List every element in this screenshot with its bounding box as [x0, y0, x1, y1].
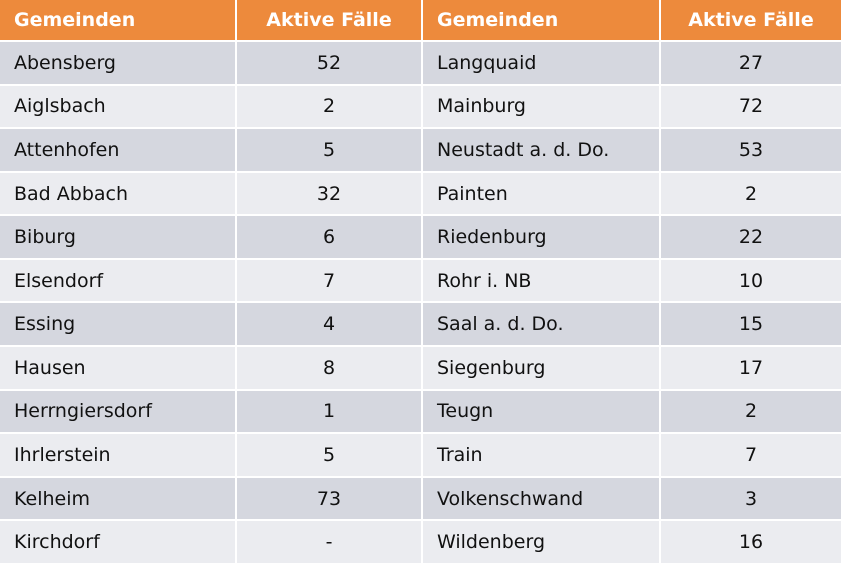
municipality: Neustadt a. d. Do. — [423, 129, 659, 171]
case-count: 7 — [237, 259, 421, 302]
case-count: 72 — [661, 85, 841, 128]
municipality: Aiglsbach — [0, 85, 235, 128]
municipality: Biburg — [0, 216, 235, 258]
municipality: Rohr i. NB — [423, 259, 659, 302]
municipality: Hausen — [0, 347, 235, 389]
header-cell: Gemeinden — [423, 0, 659, 40]
case-count: 7 — [661, 434, 841, 476]
case-count: 17 — [661, 347, 841, 389]
municipality: Saal a. d. Do. — [423, 303, 659, 346]
case-count: 53 — [661, 129, 841, 171]
municipality: Essing — [0, 303, 235, 346]
municipality: Riedenburg — [423, 216, 659, 258]
case-count: 1 — [237, 390, 421, 433]
municipality: Siegenburg — [423, 347, 659, 389]
case-count: - — [237, 521, 421, 563]
case-count: 5 — [237, 129, 421, 171]
municipality: Wildenberg — [423, 521, 659, 563]
case-count: 27 — [661, 42, 841, 84]
case-count: 52 — [237, 42, 421, 84]
municipality: Train — [423, 434, 659, 476]
municipality: Attenhofen — [0, 129, 235, 171]
case-count: 2 — [661, 172, 841, 215]
case-count: 22 — [661, 216, 841, 258]
municipality: Herrngiersdorf — [0, 390, 235, 433]
municipality: Volkenschwand — [423, 477, 659, 520]
case-count: 4 — [237, 303, 421, 346]
case-count: 10 — [661, 259, 841, 302]
municipality: Painten — [423, 172, 659, 215]
header-cell: Aktive Fälle — [661, 0, 841, 40]
case-count: 2 — [237, 85, 421, 128]
header-cell: Gemeinden — [0, 0, 235, 40]
case-count: 8 — [237, 347, 421, 389]
municipality: Ihrlerstein — [0, 434, 235, 476]
case-count: 2 — [661, 390, 841, 433]
case-count: 16 — [661, 521, 841, 563]
case-count: 73 — [237, 477, 421, 520]
municipality: Abensberg — [0, 42, 235, 84]
municipality: Elsendorf — [0, 259, 235, 302]
municipality: Langquaid — [423, 42, 659, 84]
municipality: Mainburg — [423, 85, 659, 128]
case-count: 5 — [237, 434, 421, 476]
municipality: Kelheim — [0, 477, 235, 520]
case-count: 32 — [237, 172, 421, 215]
municipality: Kirchdorf — [0, 521, 235, 563]
municipality: Teugn — [423, 390, 659, 433]
header-cell: Aktive Fälle — [237, 0, 421, 40]
case-count: 3 — [661, 477, 841, 520]
municipality: Bad Abbach — [0, 172, 235, 215]
case-count: 15 — [661, 303, 841, 346]
case-count: 6 — [237, 216, 421, 258]
